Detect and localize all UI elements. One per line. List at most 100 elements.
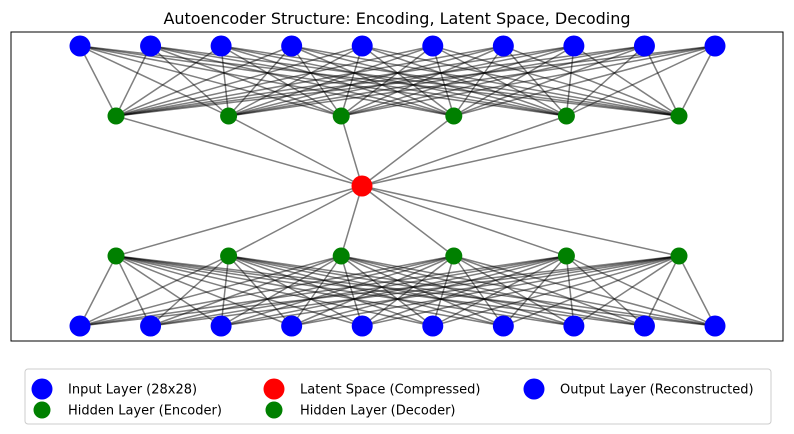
legend-label-hidden_decoder: Hidden Layer (Decoder) [300,404,456,419]
edge-hidden_encoder-4-to-latent-0 [361,115,567,187]
edge-input-6-to-hidden_encoder-1 [228,45,504,117]
edge-hidden_decoder-4-to-output-3 [291,255,567,327]
edge-input-9-to-hidden_encoder-1 [228,45,716,117]
edge-hidden_encoder-2-to-latent-0 [340,115,363,187]
edge-hidden_decoder-1-to-output-7 [228,255,575,327]
edge-hidden_decoder-4-to-output-6 [502,255,567,327]
node-output-1 [140,315,162,337]
node-hidden_encoder-1 [220,107,238,125]
node-hidden_decoder-5 [670,247,688,265]
edge-hidden_decoder-5-to-output-2 [220,255,680,327]
edge-input-8-to-hidden_encoder-2 [341,45,645,117]
edge-input-7-to-hidden_encoder-1 [228,45,575,117]
edge-latent-0-to-hidden_decoder-4 [361,185,567,257]
node-input-5 [422,35,444,57]
node-input-8 [633,35,655,57]
edge-input-3-to-hidden_encoder-5 [291,45,680,117]
node-output-2 [210,315,232,337]
edge-hidden_decoder-1-to-output-5 [228,255,434,327]
edge-hidden_decoder-0-to-output-4 [115,255,363,327]
legend-marker-hidden_encoder [33,401,51,419]
legend-marker-input [31,378,53,400]
legend-marker-output [523,378,545,400]
edge-hidden_encoder-3-to-latent-0 [361,115,455,187]
edge-input-9-to-hidden_encoder-3 [453,45,716,117]
edge-input-6-to-hidden_encoder-0 [115,45,504,117]
edge-input-1-to-hidden_encoder-0 [115,45,152,117]
node-hidden_decoder-2 [332,247,350,265]
edge-hidden_decoder-4-to-output-7 [565,255,575,327]
edge-input-3-to-hidden_encoder-2 [291,45,342,117]
edge-input-4-to-hidden_encoder-0 [115,45,363,117]
legend-marker-latent [263,378,285,400]
edge-input-5-to-hidden_encoder-5 [432,45,680,117]
plot-frame [10,31,784,342]
edge-hidden_decoder-3-to-output-4 [361,255,455,327]
node-hidden_encoder-2 [332,107,350,125]
edge-latent-0-to-hidden_decoder-5 [361,185,680,257]
edge-input-2-to-hidden_encoder-4 [220,45,567,117]
edge-input-8-to-hidden_encoder-1 [228,45,645,117]
node-hidden_encoder-5 [670,107,688,125]
node-output-9 [704,315,726,337]
node-latent-0 [351,175,373,197]
edge-input-2-to-hidden_encoder-5 [220,45,680,117]
node-input-0 [69,35,91,57]
edge-hidden_decoder-2-to-output-0 [79,255,342,327]
edge-input-5-to-hidden_encoder-1 [228,45,434,117]
edge-input-7-to-hidden_encoder-2 [340,45,575,117]
edge-hidden_decoder-0-to-output-7 [115,255,575,327]
edge-hidden_decoder-5-to-output-6 [503,255,680,327]
node-output-4 [351,315,373,337]
edge-latent-0-to-hidden_decoder-2 [340,185,363,257]
edge-input-6-to-hidden_encoder-2 [340,45,504,117]
node-hidden_encoder-4 [557,107,575,125]
edge-input-3-to-hidden_encoder-1 [228,45,293,117]
node-output-6 [492,315,514,337]
edge-hidden_decoder-5-to-output-1 [150,255,680,327]
edge-input-2-to-hidden_encoder-3 [220,45,455,117]
edge-input-7-to-hidden_encoder-0 [115,45,575,117]
edge-hidden_decoder-1-to-output-6 [228,255,504,327]
edge-hidden_decoder-1-to-output-0 [79,255,229,327]
edge-hidden_decoder-2-to-output-7 [340,255,575,327]
edge-input-4-to-hidden_encoder-1 [228,45,363,117]
edge-hidden_decoder-5-to-output-9 [678,255,716,327]
node-hidden_encoder-0 [107,107,125,125]
edge-hidden_decoder-5-to-output-4 [362,255,680,327]
node-input-1 [140,35,162,57]
edge-hidden_decoder-0-to-output-6 [115,255,504,327]
legend-label-latent: Latent Space (Compressed) [300,383,480,398]
edge-input-9-to-hidden_encoder-2 [341,45,716,117]
node-output-7 [563,315,585,337]
legend-label-input: Input Layer (28x28) [68,383,197,398]
node-input-3 [281,35,303,57]
edge-input-4-to-hidden_encoder-2 [340,45,363,117]
edge-hidden_decoder-5-to-output-8 [643,255,680,327]
edge-input-3-to-hidden_encoder-0 [115,45,292,117]
figure-title: Autoencoder Structure: Encoding, Latent … [163,9,630,28]
edge-input-9-to-hidden_encoder-5 [678,45,716,117]
legend: Input Layer (28x28) Hidden Layer (Encoder… [24,368,772,425]
edge-latent-0-to-hidden_decoder-3 [361,185,455,257]
node-hidden_encoder-3 [445,107,463,125]
edge-hidden_decoder-5-to-output-3 [291,255,680,327]
node-input-2 [210,35,232,57]
edge-hidden_decoder-3-to-output-2 [220,255,455,327]
edge-hidden_decoder-5-to-output-5 [432,255,680,327]
edge-hidden_encoder-1-to-latent-0 [228,115,363,187]
edge-hidden_encoder-5-to-latent-0 [361,115,680,187]
edge-hidden_decoder-4-to-output-4 [361,255,567,327]
node-output-0 [69,315,91,337]
edge-hidden_decoder-4-to-output-2 [220,255,567,327]
edge-latent-0-to-hidden_decoder-1 [228,185,363,257]
legend-marker-hidden_decoder [265,401,283,419]
node-hidden_decoder-4 [557,247,575,265]
edge-hidden_decoder-4-to-output-1 [150,255,567,327]
node-input-7 [563,35,585,57]
legend-label-output: Output Layer (Reconstructed) [560,383,754,398]
node-hidden_decoder-1 [220,247,238,265]
edge-hidden_decoder-4-to-output-5 [432,255,567,327]
node-input-9 [704,35,726,57]
edge-input-9-to-hidden_encoder-0 [115,45,716,117]
